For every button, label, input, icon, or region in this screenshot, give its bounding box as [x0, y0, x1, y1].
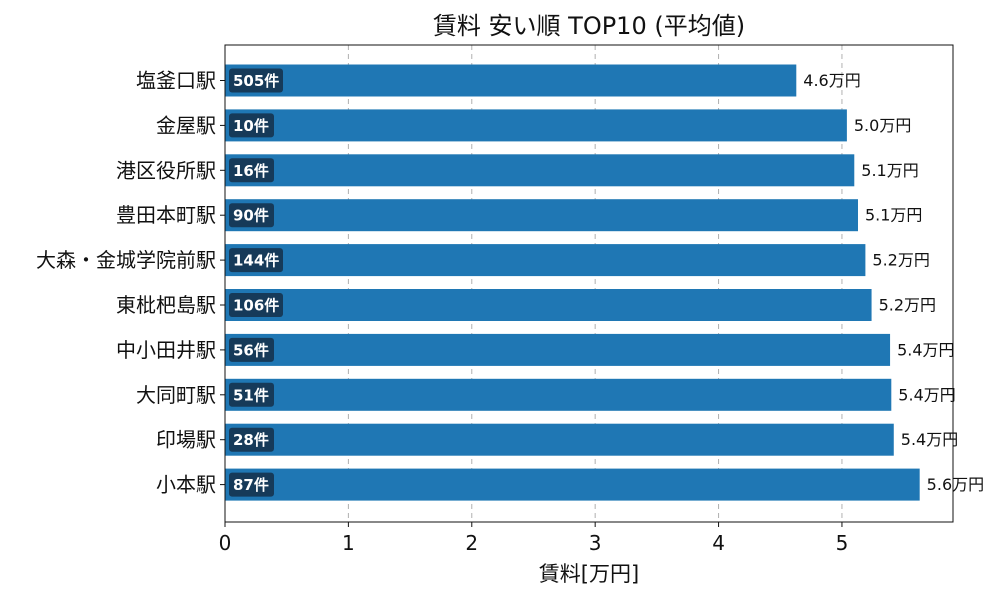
x-tick-label: 3: [589, 531, 602, 555]
x-tick-label: 1: [342, 531, 355, 555]
category-label: 小本駅: [156, 473, 216, 497]
count-label: 28件: [233, 431, 269, 449]
count-badge: [229, 158, 274, 183]
category-label: 大同町駅: [136, 383, 216, 407]
count-label: 10件: [233, 117, 269, 135]
count-label: 90件: [233, 207, 269, 225]
value-label: 5.4万円: [901, 430, 958, 449]
count-badge: [229, 248, 283, 273]
chart-title: 賃料 安い順 TOP10 (平均値): [433, 12, 745, 40]
bar: [225, 199, 858, 232]
bar: [225, 64, 797, 97]
count-badge: [229, 113, 274, 138]
count-badge: [229, 382, 274, 407]
category-label: 東枇杷島駅: [116, 293, 216, 317]
x-axis-label: 賃料[万円]: [539, 562, 639, 586]
x-tick-label: 0: [219, 531, 232, 555]
value-label: 5.6万円: [927, 475, 984, 494]
category-label: 豊田本町駅: [116, 203, 216, 227]
category-label: 中小田井駅: [116, 338, 216, 362]
count-badge: [229, 337, 274, 362]
count-label: 16件: [233, 162, 269, 180]
count-label: 51件: [233, 386, 269, 404]
value-label: 4.6万円: [803, 71, 860, 90]
bar: [225, 333, 891, 366]
value-label: 5.4万円: [897, 340, 954, 359]
x-tick-label: 2: [465, 531, 478, 555]
bar: [225, 468, 920, 501]
count-badge: [229, 293, 283, 317]
x-tick-label: 4: [712, 531, 725, 555]
value-label: 5.2万円: [879, 296, 936, 315]
count-label: 144件: [233, 252, 279, 270]
bar: [225, 423, 894, 456]
category-label: 港区役所駅: [116, 158, 216, 182]
count-label: 87件: [233, 476, 269, 494]
bar: [225, 378, 892, 411]
value-label: 5.0万円: [854, 116, 911, 135]
bar: [225, 244, 866, 277]
bar-layer: 505件 4.6万円 10件 5.0万円 16件 5.1万円 90件 5.1万円 144件 5.2…: [225, 64, 984, 501]
plot-frame: [224, 44, 954, 523]
axis-layer: 塩釜口駅金屋駅港区役所駅豊田本町駅大森・金城学院前駅東枇杷島駅中小田井駅大同町駅…: [36, 44, 954, 555]
count-badge: [229, 427, 274, 452]
count-label: 505件: [233, 72, 279, 90]
count-badge: [229, 68, 283, 93]
value-label: 5.2万円: [872, 251, 929, 270]
value-label: 5.4万円: [898, 385, 955, 404]
bar: [225, 109, 847, 142]
category-label: 金屋駅: [156, 113, 216, 137]
bar: [225, 289, 872, 321]
count-badge: [229, 472, 274, 497]
count-badge: [229, 203, 274, 228]
category-label: 大森・金城学院前駅: [36, 248, 216, 272]
count-label: 56件: [233, 341, 269, 359]
category-label: 印場駅: [156, 428, 216, 452]
x-tick-label: 5: [836, 531, 849, 555]
value-label: 5.1万円: [865, 206, 922, 225]
bar: [225, 154, 855, 187]
category-label: 塩釜口駅: [136, 69, 216, 93]
value-label: 5.1万円: [861, 161, 918, 180]
count-label: 106件: [233, 297, 279, 315]
